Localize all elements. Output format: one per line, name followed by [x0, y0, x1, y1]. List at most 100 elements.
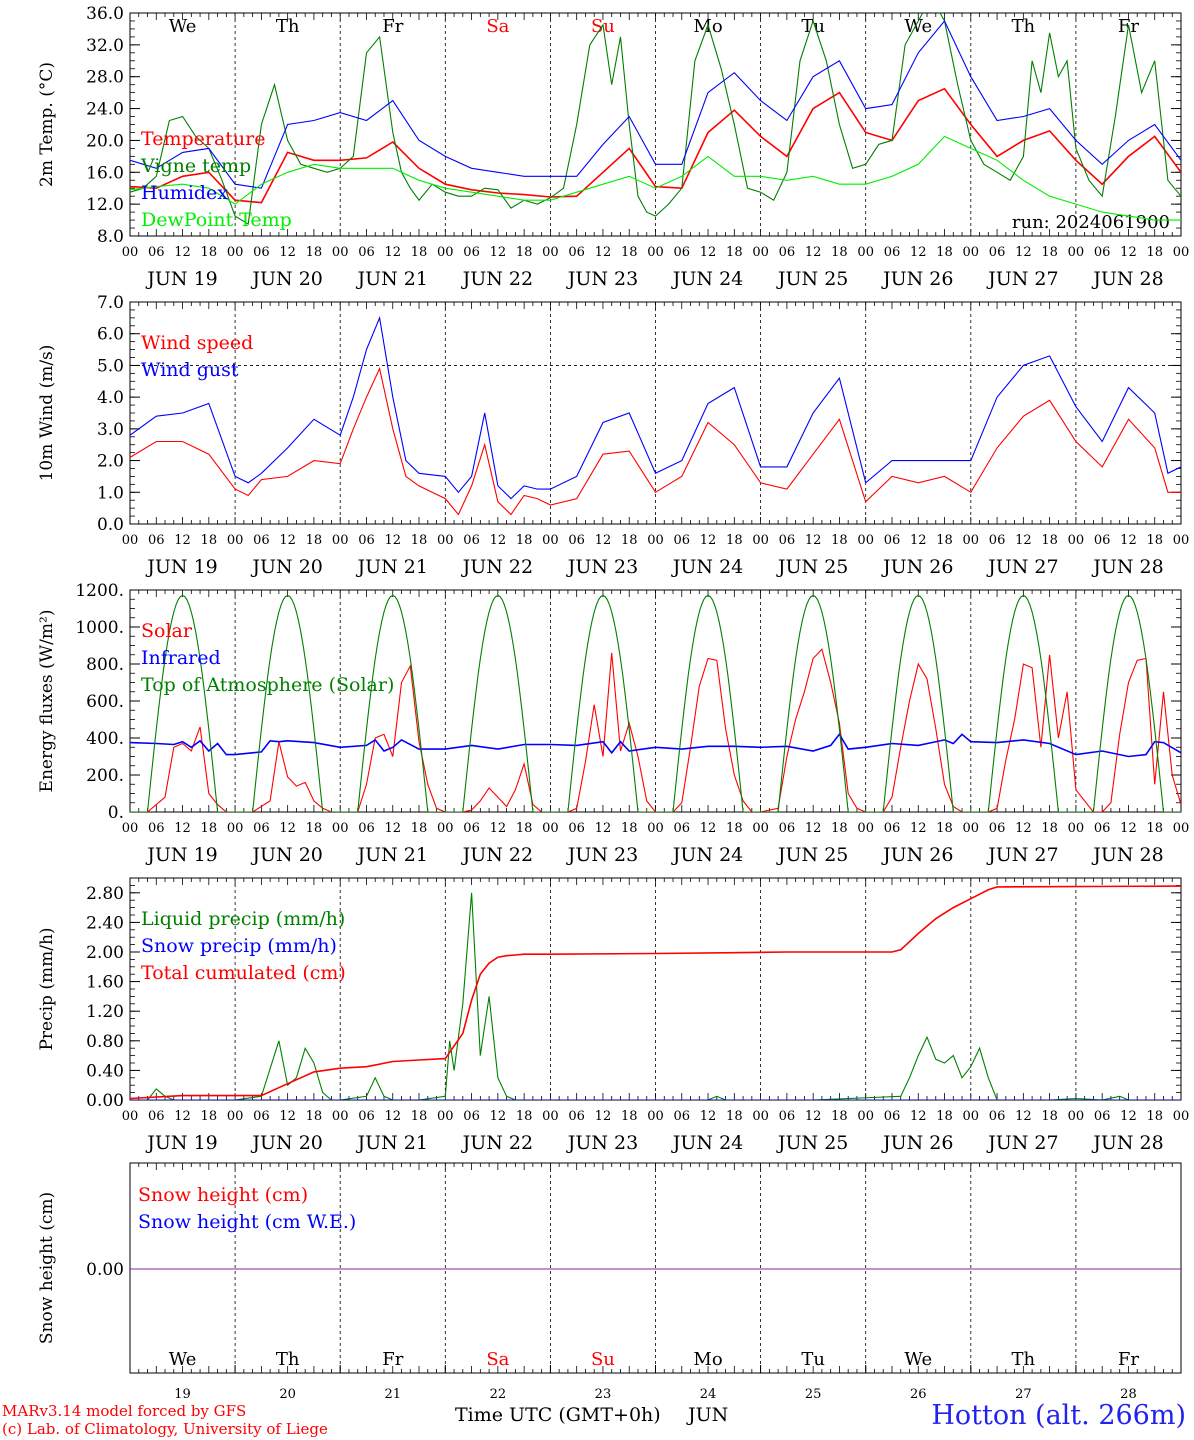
hour-tick-label: 18 [306, 245, 323, 260]
weekday-label: We [169, 16, 197, 37]
hour-tick-label: 00 [332, 533, 349, 548]
hour-tick-label: 06 [568, 821, 585, 836]
hour-tick-label: 00 [963, 533, 980, 548]
hour-tick-label: 06 [148, 1109, 165, 1124]
hour-tick-label: 00 [647, 533, 664, 548]
hour-tick-label: 00 [1173, 245, 1190, 260]
date-label: JUN 20 [250, 844, 322, 866]
hour-tick-label: 00 [963, 1109, 980, 1124]
date-label: JUN 24 [671, 1132, 743, 1154]
hour-tick-label: 12 [805, 533, 822, 548]
hour-tick-label: 00 [227, 245, 244, 260]
y-tick-label: 2.00 [86, 943, 124, 963]
hour-tick-label: 00 [1068, 245, 1085, 260]
lab-credit: (c) Lab. of Climatology, University of L… [2, 1420, 328, 1438]
hour-tick-label: 00 [752, 1109, 769, 1124]
day-number: 23 [595, 1387, 612, 1402]
hour-tick-label: 18 [621, 1109, 638, 1124]
hour-tick-label: 06 [148, 821, 165, 836]
hour-tick-label: 12 [490, 245, 507, 260]
hour-tick-label: 00 [227, 821, 244, 836]
hour-tick-label: 18 [1146, 821, 1163, 836]
date-label: JUN 23 [566, 1132, 638, 1154]
y-tick-label: 1200. [75, 581, 124, 601]
date-label: JUN 27 [986, 1132, 1058, 1154]
hour-tick-label: 06 [884, 533, 901, 548]
hour-tick-label: 18 [621, 533, 638, 548]
date-label: JUN 22 [461, 1132, 533, 1154]
hour-tick-label: 18 [936, 533, 953, 548]
hour-tick-label: 12 [174, 1109, 191, 1124]
hour-tick-label: 18 [411, 245, 428, 260]
hour-tick-label: 12 [384, 533, 401, 548]
weekday-label: Fr [1118, 1349, 1139, 1370]
series-line-wind-gust [130, 315, 1181, 500]
y-tick-label: 3.0 [97, 420, 124, 440]
hour-tick-label: 12 [279, 821, 296, 836]
weekday-label: Th [276, 16, 300, 37]
weekday-label: Su [591, 1349, 615, 1370]
hour-tick-label: 00 [437, 821, 454, 836]
hour-tick-label: 12 [1120, 1109, 1137, 1124]
y-tick-label: 7.0 [97, 293, 124, 313]
date-label: JUN 21 [356, 268, 428, 290]
date-label: JUN 28 [1091, 844, 1163, 866]
date-label: JUN 19 [145, 1132, 217, 1154]
weekday-label: We [169, 1349, 197, 1370]
hour-tick-label: 18 [201, 821, 218, 836]
y-axis-label: Precip (mm/h) [37, 927, 57, 1050]
hour-tick-label: 06 [358, 245, 375, 260]
hour-tick-label: 18 [936, 1109, 953, 1124]
day-number: 20 [279, 1387, 296, 1402]
date-label: JUN 25 [776, 1132, 848, 1154]
hour-tick-label: 06 [358, 533, 375, 548]
hour-tick-label: 06 [779, 533, 796, 548]
y-tick-label: 20.0 [86, 131, 124, 151]
hour-tick-label: 00 [122, 1109, 139, 1124]
hour-tick-label: 12 [700, 1109, 717, 1124]
hour-tick-label: 00 [1173, 821, 1190, 836]
y-tick-label: 400. [86, 729, 124, 749]
hour-tick-label: 06 [884, 821, 901, 836]
legend-entry: Total cumulated (cm) [141, 962, 346, 984]
date-label: JUN 22 [461, 844, 533, 866]
date-label: JUN 24 [671, 556, 743, 578]
date-label: JUN 25 [776, 556, 848, 578]
hour-tick-label: 00 [542, 821, 559, 836]
y-tick-label: 2.0 [97, 452, 124, 472]
series-line-total-cumulated-cm- [130, 885, 1181, 1100]
hour-tick-label: 18 [1146, 533, 1163, 548]
hour-tick-label: 00 [857, 1109, 874, 1124]
hour-tick-label: 12 [174, 245, 191, 260]
hour-tick-label: 00 [1068, 1109, 1085, 1124]
hour-tick-label: 00 [963, 821, 980, 836]
date-label: JUN 20 [250, 268, 322, 290]
weekday-label: Th [1012, 1349, 1036, 1370]
hour-tick-label: 18 [621, 245, 638, 260]
legend-entry: Temperature [141, 128, 265, 150]
hour-tick-label: 06 [463, 1109, 480, 1124]
hour-tick-label: 00 [332, 1109, 349, 1124]
y-tick-label: 5.0 [97, 356, 124, 376]
hour-tick-label: 18 [1041, 533, 1058, 548]
hour-tick-label: 12 [910, 533, 927, 548]
y-tick-label: 32.0 [86, 36, 124, 56]
hour-tick-label: 18 [1146, 1109, 1163, 1124]
hour-tick-label: 18 [726, 245, 743, 260]
hour-tick-label: 06 [779, 245, 796, 260]
date-label: JUN 22 [461, 556, 533, 578]
hour-tick-label: 12 [174, 533, 191, 548]
hour-tick-label: 06 [253, 245, 270, 260]
y-tick-label: 28.0 [86, 68, 124, 88]
hour-tick-label: 06 [779, 1109, 796, 1124]
y-tick-label: 1.0 [97, 483, 124, 503]
legend-entry: Infrared [141, 647, 221, 669]
hour-tick-label: 18 [1041, 821, 1058, 836]
legend-entry: Snow precip (mm/h) [141, 935, 337, 957]
hour-tick-label: 18 [1146, 245, 1163, 260]
legend-entry: Wind gust [141, 359, 239, 381]
legend-entry: DewPoint Temp [141, 209, 292, 231]
weekday-label: Fr [382, 1349, 403, 1370]
date-label: JUN 28 [1091, 1132, 1163, 1154]
hour-tick-label: 06 [568, 1109, 585, 1124]
